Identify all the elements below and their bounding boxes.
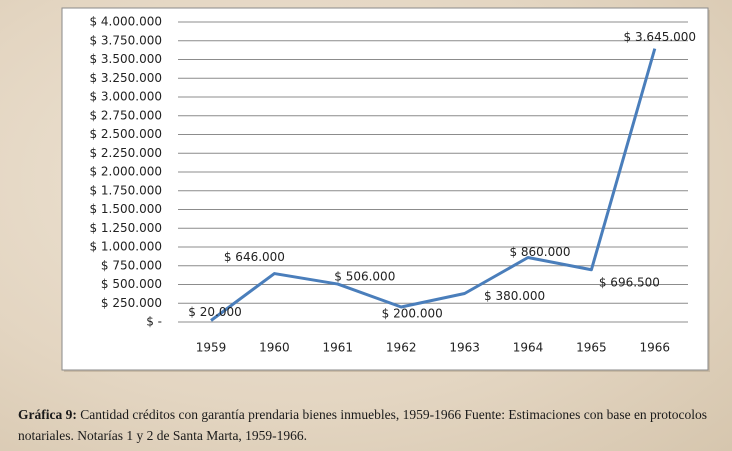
data-label: $ 696.500 [599, 275, 660, 289]
y-tick-label: $ 1.750.000 [89, 183, 162, 197]
data-label: $ 200.000 [382, 307, 443, 321]
y-tick-label: $ 3.250.000 [89, 71, 162, 85]
chart: $ - $ 250.000 $ 500.000 $ 750.000 $ 1.000.00… [61, 7, 710, 372]
x-tick-label: 1964 [513, 341, 544, 355]
data-label: $ 3.645.000 [624, 30, 697, 44]
data-label: $ 506.000 [334, 270, 395, 284]
y-tick-label: $ 2.750.000 [89, 108, 162, 122]
data-label: $ 20.000 [188, 305, 241, 319]
data-label: $ 646.000 [224, 250, 285, 264]
y-tick-label: $ 1.500.000 [89, 202, 162, 216]
y-tick-label: $ 250.000 [101, 296, 162, 310]
data-line [210, 48, 657, 322]
y-tick-label: $ 3.000.000 [89, 90, 162, 104]
y-tick-label: $ 4.000.000 [89, 15, 162, 29]
y-tick-label: $ 1.250.000 [89, 221, 162, 235]
y-tick-label: $ 750.000 [101, 258, 162, 272]
x-tick-label: 1960 [259, 341, 290, 355]
x-tick-label: 1959 [196, 341, 227, 355]
y-tick-label: $ 2.250.000 [89, 146, 162, 160]
x-tick-label: 1962 [386, 341, 417, 355]
data-label: $ 380.000 [484, 289, 545, 303]
caption: Gráfica 9: Cantidad créditos con garantí… [18, 404, 730, 446]
caption-label: Gráfica 9: [18, 407, 77, 422]
y-tick-label: $ - [146, 315, 162, 329]
caption-text: Cantidad créditos con garantía prendaria… [18, 407, 708, 443]
y-tick-label: $ 2.000.000 [89, 165, 162, 179]
x-tick-label: 1963 [449, 341, 480, 355]
y-tick-label: $ 1.000.000 [89, 240, 162, 254]
x-tick-label: 1966 [640, 341, 671, 355]
data-label: $ 860.000 [509, 245, 570, 259]
y-tick-label: $ 3.500.000 [89, 52, 162, 66]
y-tick-label: $ 500.000 [101, 277, 162, 291]
x-tick-label: 1961 [323, 341, 354, 355]
y-tick-label: $ 3.750.000 [89, 33, 162, 47]
y-tick-label: $ 2.500.000 [89, 127, 162, 141]
chart-area [61, 7, 709, 371]
x-tick-label: 1965 [576, 341, 607, 355]
